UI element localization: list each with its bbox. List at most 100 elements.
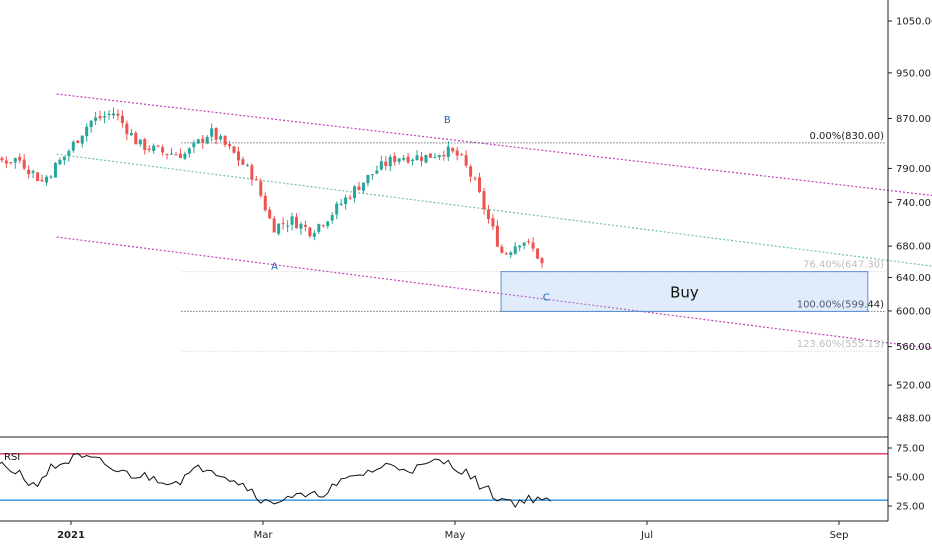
- wave-label-b: B: [444, 115, 451, 126]
- candle-body: [451, 148, 455, 152]
- candle-body: [107, 113, 111, 115]
- candle-body: [40, 179, 44, 182]
- candle-body: [58, 159, 62, 165]
- buy-zone-box[interactable]: [500, 271, 869, 312]
- candle-body: [527, 241, 531, 243]
- candle-body: [49, 176, 53, 178]
- candle-body: [321, 225, 325, 227]
- candle-body: [94, 117, 98, 121]
- buy-zone-label: Buy: [670, 284, 699, 302]
- candle-body: [89, 120, 93, 128]
- candle-body: [210, 128, 214, 137]
- candle-body: [419, 156, 423, 161]
- candle-body: [303, 224, 307, 227]
- candle-body: [473, 178, 477, 180]
- candle-body: [335, 203, 339, 215]
- buy-zone[interactable]: Buy: [500, 271, 869, 312]
- candle-body: [361, 182, 365, 191]
- candle-body: [344, 197, 348, 205]
- time-tick-label: 2021: [57, 530, 85, 541]
- candle-body: [286, 225, 290, 227]
- rsi-tick-label: 75.00: [896, 444, 925, 455]
- candle-body: [192, 142, 196, 148]
- candle-body: [424, 154, 428, 163]
- candle-body: [263, 195, 267, 211]
- candle-body: [241, 159, 245, 165]
- candle-body: [0, 158, 4, 161]
- candle-body: [348, 197, 352, 199]
- candle-body: [98, 116, 102, 119]
- candle-body: [219, 136, 223, 140]
- rsi-pane: RSI 75.00 50.00 25.00: [0, 436, 925, 513]
- candle-body: [245, 164, 249, 166]
- candle-body: [455, 150, 459, 156]
- candle-body: [13, 158, 17, 163]
- candle-body: [478, 177, 482, 192]
- candle-body: [513, 246, 517, 254]
- candle-body: [339, 203, 343, 205]
- candle-body: [366, 174, 370, 184]
- candle-body: [411, 159, 415, 162]
- candle-body: [433, 156, 437, 158]
- candle-body: [326, 221, 330, 227]
- candle-body: [116, 113, 120, 116]
- candle-body: [80, 135, 84, 144]
- price-tick-label: 600.00: [896, 306, 931, 317]
- candle-body: [165, 153, 169, 155]
- candle-body: [187, 148, 191, 154]
- candle-body: [357, 186, 361, 191]
- candle-body: [268, 209, 272, 219]
- candle-body: [437, 155, 441, 158]
- candle-body: [531, 242, 535, 249]
- candle-body: [36, 172, 40, 181]
- candle-body: [330, 215, 334, 221]
- candle-body: [308, 227, 312, 237]
- candle-body: [415, 155, 419, 161]
- candle-body: [379, 161, 383, 170]
- candle-body: [170, 153, 174, 155]
- candle-body: [125, 123, 129, 135]
- candle-body: [259, 181, 263, 196]
- candle-body: [111, 113, 115, 116]
- candle-body: [446, 146, 450, 157]
- candle-body: [299, 223, 303, 229]
- time-tick-label: Mar: [254, 530, 274, 541]
- candle-body: [18, 156, 22, 161]
- candle-body: [406, 156, 410, 163]
- candle-body: [228, 144, 232, 147]
- candle-body: [370, 174, 374, 176]
- candle-body: [522, 242, 526, 246]
- candle-body: [272, 218, 276, 233]
- rsi-tick-label: 25.00: [896, 502, 925, 513]
- candle-body: [205, 136, 209, 144]
- wave-label-c: C: [543, 293, 550, 304]
- candle-body: [178, 153, 182, 158]
- rsi-label: RSI: [4, 452, 20, 463]
- candle-body: [486, 209, 490, 219]
- candle-body: [375, 170, 379, 174]
- candle-body: [500, 246, 504, 253]
- price-tick-label: 740.00: [896, 198, 931, 209]
- candle-body: [281, 223, 285, 225]
- candle-body: [428, 153, 432, 158]
- candle-body: [460, 154, 464, 156]
- candle-body: [250, 165, 254, 180]
- price-series: [0, 107, 544, 269]
- candle-body: [402, 158, 406, 160]
- price-tick-label: 520.00: [896, 381, 931, 392]
- candle-body: [518, 245, 522, 248]
- price-channel: [56, 93, 932, 350]
- candle-body: [540, 258, 544, 264]
- candle-body: [147, 148, 151, 151]
- candle-body: [156, 145, 160, 147]
- price-tick-label: 488.00: [896, 414, 931, 425]
- rsi-tick-label: 50.00: [896, 473, 925, 484]
- candle-body: [393, 155, 397, 163]
- wave-labels: A B C: [271, 115, 550, 303]
- candle-body: [129, 133, 133, 136]
- candle-body: [504, 253, 508, 255]
- candle-body: [442, 154, 446, 157]
- candle-body: [143, 139, 147, 150]
